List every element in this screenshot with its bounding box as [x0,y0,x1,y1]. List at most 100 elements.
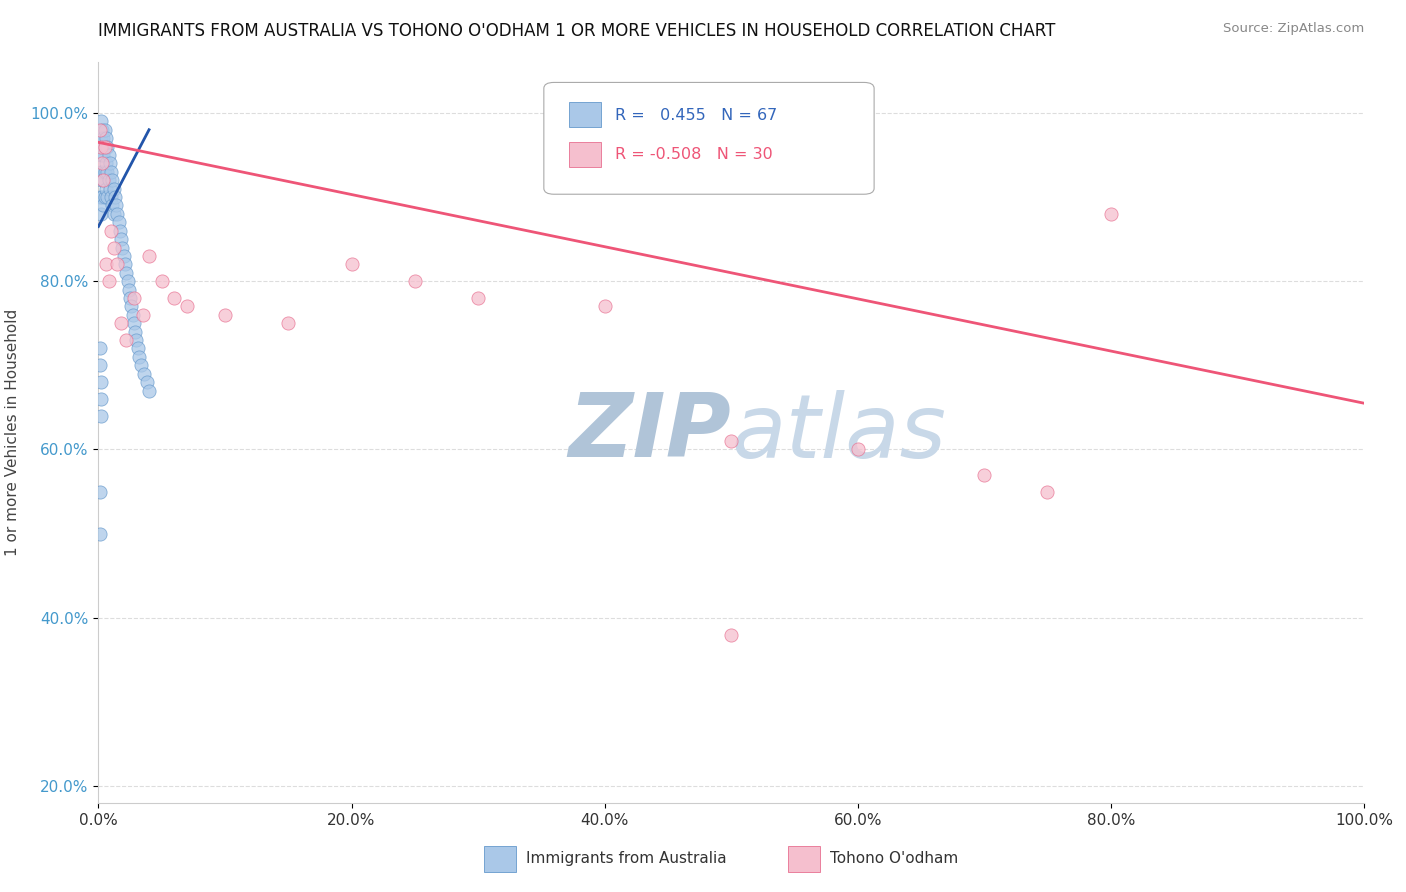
Point [101,198,124,212]
Point [90,148,112,162]
Point [93,173,115,187]
Point [132,308,155,322]
Point [467,291,489,305]
Point [163,291,186,305]
Point [93,139,117,153]
Point [1099,207,1122,221]
Point [89,165,111,179]
Point [118,283,141,297]
Point [89,342,111,356]
Point [103,181,125,195]
Point [100,190,122,204]
Point [103,207,125,221]
Point [93,139,117,153]
Point [110,316,132,330]
Text: Tohono O'odham: Tohono O'odham [830,851,957,866]
Point [96,139,118,153]
Point [97,148,120,162]
Point [90,207,112,221]
FancyBboxPatch shape [569,142,600,167]
Point [128,350,150,364]
Text: IMMIGRANTS FROM AUSTRALIA VS TOHONO O'ODHAM 1 OR MORE VEHICLES IN HOUSEHOLD CORR: IMMIGRANTS FROM AUSTRALIA VS TOHONO O'OD… [98,22,1056,40]
Point [593,300,616,314]
Point [89,190,111,204]
Point [90,409,112,423]
Point [131,359,153,373]
Text: atlas: atlas [731,390,946,475]
Point [135,375,157,389]
Point [115,266,138,280]
Point [90,392,112,406]
Point [91,139,114,153]
Point [138,384,160,398]
Point [97,173,120,187]
Point [94,156,117,170]
Point [100,165,122,179]
Point [107,207,129,221]
Point [107,257,129,271]
Point [121,308,143,322]
Point [138,249,160,263]
Point [846,442,869,457]
Point [98,181,121,195]
Point [122,316,145,330]
Y-axis label: 1 or more Vehicles in Household: 1 or more Vehicles in Household [4,309,20,557]
Point [93,165,117,179]
Text: Source: ZipAtlas.com: Source: ZipAtlas.com [1223,22,1364,36]
Point [111,240,134,255]
Point [91,190,114,204]
Point [122,291,145,305]
Point [150,274,173,288]
Point [132,367,155,381]
Point [90,375,112,389]
Point [720,434,742,448]
Point [1036,484,1059,499]
Point [96,165,118,179]
Point [93,198,115,212]
Point [93,131,115,145]
Point [176,300,198,314]
Point [93,148,115,162]
FancyBboxPatch shape [544,82,875,194]
FancyBboxPatch shape [789,847,820,871]
Point [110,232,132,246]
Point [720,627,742,641]
Point [89,359,111,373]
Point [104,190,127,204]
Point [90,139,112,153]
Point [277,316,299,330]
Point [105,198,128,212]
Text: R = -0.508   N = 30: R = -0.508 N = 30 [614,147,772,162]
Point [93,190,117,204]
Point [98,156,121,170]
Point [404,274,426,288]
Point [91,156,114,170]
FancyBboxPatch shape [569,102,600,127]
Point [89,122,111,136]
Text: ZIP: ZIP [568,389,731,476]
Point [89,139,111,153]
Point [108,224,131,238]
Text: R =   0.455   N = 67: R = 0.455 N = 67 [614,108,778,122]
Point [91,122,114,136]
Point [117,274,139,288]
Point [90,131,112,145]
Point [93,173,115,187]
Point [120,300,142,314]
Point [91,165,114,179]
Point [93,122,117,136]
Point [973,467,995,482]
Point [120,291,141,305]
Point [101,173,124,187]
Point [124,325,146,339]
Point [97,274,120,288]
Point [114,257,136,271]
Point [340,257,363,271]
Point [125,333,148,347]
Point [127,342,149,356]
Point [107,215,129,229]
Point [89,526,111,541]
Point [89,484,111,499]
Point [103,240,125,255]
Point [112,249,135,263]
